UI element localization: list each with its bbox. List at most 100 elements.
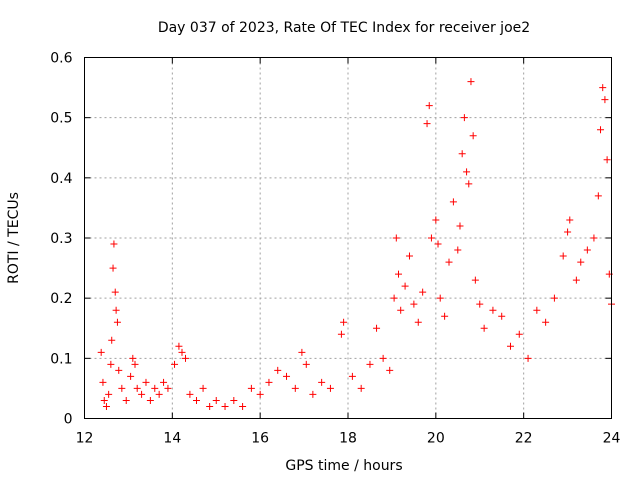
data-point: [230, 396, 238, 404]
data-point: [142, 378, 150, 386]
data-point: [390, 294, 398, 302]
data-point: [590, 234, 598, 242]
grid: [84, 57, 612, 419]
data-point: [326, 384, 334, 392]
y-tick-label: 0.1: [50, 351, 72, 367]
data-point: [465, 180, 473, 188]
data-point: [221, 402, 229, 410]
data-point: [107, 360, 115, 368]
data-point: [515, 330, 523, 338]
y-axis-label: ROTI / TECUs: [6, 192, 22, 284]
data-point: [423, 120, 431, 128]
data-point: [151, 384, 159, 392]
data-point: [97, 348, 105, 356]
data-point: [395, 270, 403, 278]
axis-ticks: [84, 57, 612, 419]
data-point: [206, 402, 214, 410]
data-point: [449, 198, 457, 206]
data-point: [425, 102, 433, 110]
data-point: [199, 384, 207, 392]
data-point: [379, 354, 387, 362]
data-point: [178, 348, 186, 356]
data-point: [445, 258, 453, 266]
data-points: [97, 78, 615, 410]
data-point: [397, 306, 405, 314]
x-tick-label: 16: [251, 431, 269, 447]
data-point: [118, 384, 126, 392]
data-point: [192, 396, 200, 404]
x-tick-label: 14: [163, 431, 181, 447]
x-tick-label: 18: [339, 431, 357, 447]
data-point: [434, 240, 442, 248]
data-point: [597, 126, 605, 134]
data-point: [348, 372, 356, 380]
data-point: [476, 300, 484, 308]
data-point: [471, 276, 479, 284]
data-point: [427, 234, 435, 242]
data-point: [533, 306, 541, 314]
data-point: [366, 360, 374, 368]
data-point: [99, 378, 107, 386]
data-point: [489, 306, 497, 314]
data-point: [108, 336, 116, 344]
data-point: [463, 168, 471, 176]
chart-title: Day 037 of 2023, Rate Of TEC Index for r…: [158, 20, 530, 36]
y-tick-label: 0.3: [50, 231, 72, 247]
data-point: [133, 384, 141, 392]
data-point: [373, 324, 381, 332]
data-point: [337, 330, 345, 338]
data-point: [454, 246, 462, 254]
data-point: [171, 360, 179, 368]
data-point: [577, 258, 585, 266]
data-point: [111, 288, 119, 296]
data-point: [256, 390, 264, 398]
data-point: [564, 228, 572, 236]
data-point: [542, 318, 550, 326]
data-point: [524, 354, 532, 362]
tick-labels: 12 14 16 18 20 22 24 0 0.1 0.2 0.3 0.4 0.5 0.6: [50, 51, 620, 447]
data-point: [265, 378, 273, 386]
data-point: [164, 384, 172, 392]
y-tick-label: 0.5: [50, 111, 72, 127]
data-point: [357, 384, 365, 392]
data-point: [340, 318, 348, 326]
data-point: [283, 372, 291, 380]
data-point: [458, 150, 466, 158]
data-point: [131, 360, 139, 368]
data-point: [113, 318, 121, 326]
data-point: [182, 354, 190, 362]
data-point: [401, 282, 409, 290]
data-point: [109, 264, 117, 272]
data-point: [498, 312, 506, 320]
data-point: [419, 288, 427, 296]
data-point: [594, 192, 602, 200]
data-point: [239, 402, 247, 410]
data-point: [550, 294, 558, 302]
y-tick-label: 0: [64, 412, 73, 428]
data-point: [456, 222, 464, 230]
data-point: [603, 156, 611, 164]
data-point: [392, 234, 400, 242]
data-point: [441, 312, 449, 320]
data-point: [186, 390, 194, 398]
data-point: [102, 402, 110, 410]
y-tick-label: 0.6: [50, 51, 72, 67]
data-point: [405, 252, 413, 260]
data-point: [115, 366, 123, 374]
data-point: [599, 84, 607, 92]
data-point: [506, 342, 514, 350]
data-point: [212, 396, 220, 404]
data-point: [469, 132, 477, 140]
data-point: [112, 306, 120, 314]
x-tick-label: 12: [76, 431, 94, 447]
data-point: [414, 318, 422, 326]
data-point: [566, 216, 574, 224]
data-point: [309, 390, 317, 398]
data-point: [122, 396, 130, 404]
x-axis-label: GPS time / hours: [285, 458, 402, 474]
x-tick-label: 24: [603, 431, 621, 447]
data-point: [601, 96, 609, 104]
data-point: [129, 354, 137, 362]
data-point: [410, 300, 418, 308]
